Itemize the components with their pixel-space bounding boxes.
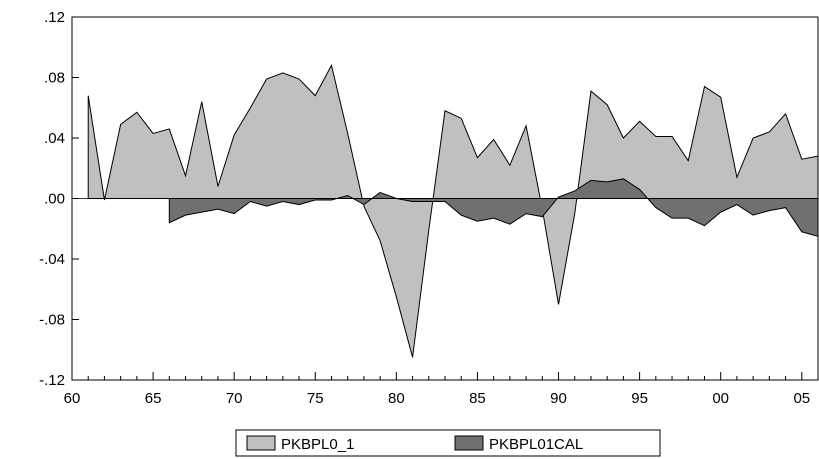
x-tick-label: 80 [388, 390, 405, 407]
y-tick-label: .00 [44, 191, 65, 208]
x-tick-label: 70 [226, 390, 243, 407]
x-axis-ticks: 60 65 70 75 80 85 90 95 00 05 [64, 372, 819, 407]
y-tick-label: .04 [44, 130, 65, 147]
legend-swatch [454, 435, 484, 451]
legend-label: PKBPL01CAL [489, 436, 583, 453]
x-tick-label: 75 [307, 390, 324, 407]
legend-swatch [246, 435, 276, 451]
legend-box [235, 429, 661, 457]
x-tick-label: 90 [550, 390, 567, 407]
x-tick-label: 60 [64, 390, 81, 407]
x-tick-label: 65 [145, 390, 162, 407]
x-tick-label: 95 [631, 390, 648, 407]
y-tick-label: -.12 [39, 372, 65, 389]
y-axis-ticks: .12 .08 .04 .00 -.04 -.08 -.12 [39, 9, 79, 389]
series-area-pkbpl01cal [168, 178, 819, 237]
x-tick-label: 85 [469, 390, 486, 407]
y-tick-label: -.08 [39, 312, 65, 329]
legend-label: PKBPL0_1 [281, 436, 354, 453]
y-tick-label: .08 [44, 70, 65, 87]
series-area-pkbpl0-1 [87, 64, 819, 358]
y-tick-label: .12 [44, 9, 65, 26]
legend: PKBPL0_1 PKBPL01CAL [235, 429, 661, 457]
x-tick-label: 00 [712, 390, 729, 407]
series-areas [72, 64, 819, 358]
x-tick-label: 05 [793, 390, 810, 407]
y-tick-label: -.04 [39, 251, 65, 268]
